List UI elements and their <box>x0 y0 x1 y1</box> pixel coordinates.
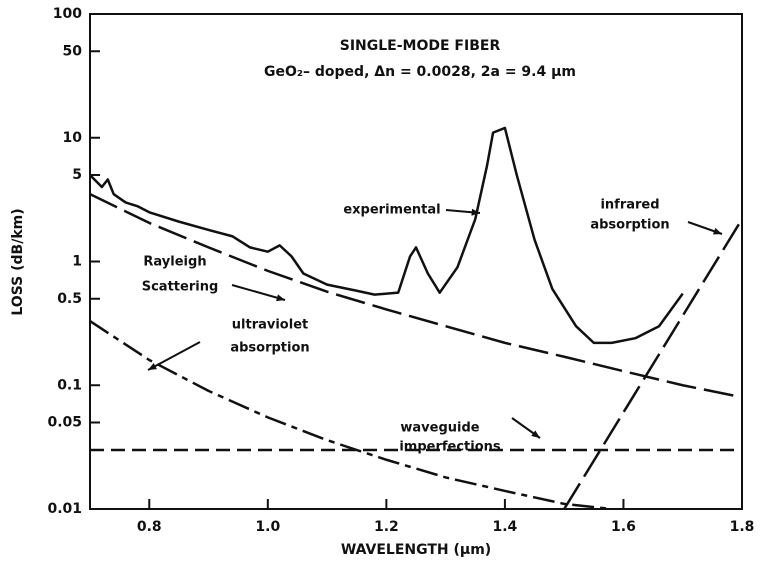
y-tick-label: 50 <box>63 43 83 59</box>
annotation: imperfections <box>399 440 501 455</box>
arrow-head <box>471 208 480 216</box>
series-line <box>89 320 612 511</box>
arrow-head <box>531 430 540 438</box>
chart-subtitle: GeO₂– doped, Δn = 0.0028, 2a = 9.4 μm <box>264 64 576 80</box>
arrow <box>147 341 201 371</box>
annotation: infrared <box>600 198 659 213</box>
x-tick-label: 1.6 <box>611 519 636 535</box>
x-axis-label: WAVELENGTH (μm) <box>341 542 491 558</box>
x-tick-label: 1.0 <box>255 519 280 535</box>
arrow-head <box>276 294 285 302</box>
annotation: Scattering <box>142 280 219 295</box>
series-line <box>89 126 684 345</box>
series-line <box>89 193 743 399</box>
arrow-head <box>148 362 157 370</box>
y-tick-label: 10 <box>63 130 83 146</box>
annotation: Rayleigh <box>143 255 206 270</box>
x-tick-label: 1.4 <box>493 519 518 535</box>
series-line <box>563 218 744 510</box>
arrow <box>231 284 286 301</box>
annotation: experimental <box>343 203 440 218</box>
x-tick-label: 1.8 <box>730 519 755 535</box>
y-tick-label: 0.1 <box>57 377 82 393</box>
y-axis-label: LOSS (dB/km) <box>10 208 26 315</box>
annotation: waveguide <box>400 421 479 436</box>
x-tick-label: 0.8 <box>137 519 162 535</box>
y-tick-label: 0.05 <box>47 415 82 431</box>
chart-title: SINGLE-MODE FIBER <box>340 38 501 54</box>
y-tick-label: 100 <box>53 6 82 22</box>
arrow-head <box>713 227 722 235</box>
annotation: absorption <box>590 218 669 233</box>
annotation: absorption <box>230 341 309 356</box>
annotation: ultraviolet <box>232 318 308 333</box>
y-tick-label: 0.01 <box>47 501 82 517</box>
y-tick-label: 5 <box>72 167 82 183</box>
y-tick-label: 1 <box>72 254 82 270</box>
y-tick-label: 0.5 <box>57 291 82 307</box>
x-tick-label: 1.2 <box>374 519 399 535</box>
